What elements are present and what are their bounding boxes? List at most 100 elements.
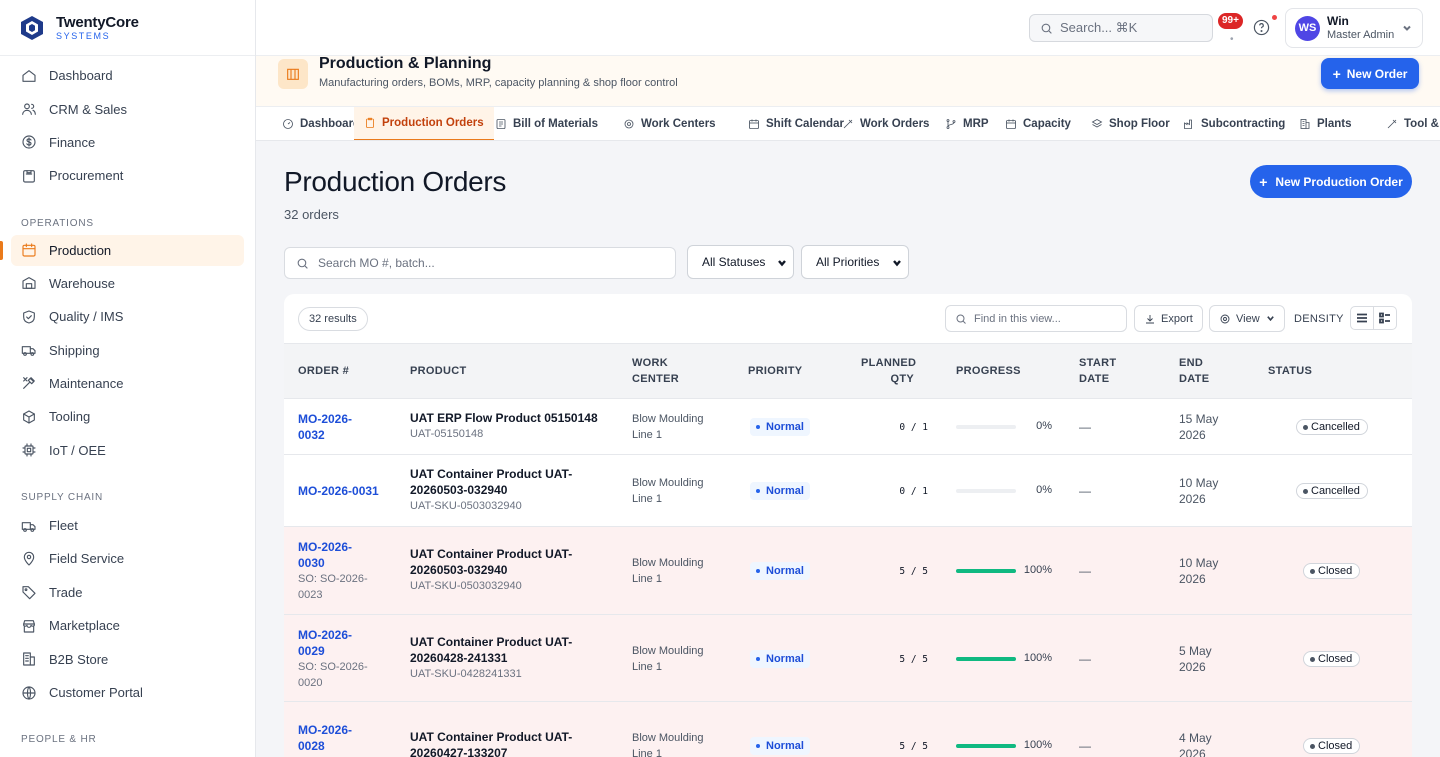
- module-header: Production & Planning Manufacturing orde…: [256, 55, 1440, 107]
- table-row[interactable]: MO-2026- 0029 SO: SO-2026- 0020 UAT Containe…: [284, 615, 1412, 702]
- order-number-link[interactable]: MO-2026-0031: [298, 483, 379, 499]
- tab-plants[interactable]: Plants: [1299, 107, 1352, 140]
- sidebar-section-title: SUPPLY CHAIN: [21, 491, 104, 503]
- logo[interactable]: TwentyCore SYSTEMS: [0, 0, 255, 56]
- calendar-icon: [22, 243, 36, 257]
- tab-work-orders[interactable]: Work Orders: [842, 107, 929, 140]
- sidebar-item-dashboard[interactable]: Dashboard: [0, 59, 255, 92]
- sidebar-item-quality-ims[interactable]: Quality / IMS: [0, 300, 255, 333]
- order-number-line1: MO-2026-: [298, 627, 353, 642]
- gear-icon: [1220, 314, 1230, 323]
- order-count: 32 orders: [284, 207, 339, 222]
- status-badge: Cancelled: [1296, 483, 1368, 499]
- tab-production-orders[interactable]: Production Orders: [354, 107, 494, 140]
- tab-shop-floor[interactable]: Shop Floor: [1091, 107, 1170, 140]
- sidebar-item-shipping[interactable]: Shipping: [0, 333, 255, 366]
- tab-mrp[interactable]: MRP: [945, 107, 989, 140]
- sidebar-item-maintenance[interactable]: Maintenance: [0, 367, 255, 400]
- col-order[interactable]: ORDER #: [298, 365, 349, 377]
- page-title: Production Orders: [284, 166, 507, 197]
- sidebar-item-b2b-store[interactable]: B2B Store: [0, 642, 255, 675]
- sidebar-item-marketplace[interactable]: Marketplace: [0, 609, 255, 642]
- order-number-link[interactable]: MO-2026- 0028: [298, 722, 368, 754]
- tab-label: Capacity: [1023, 118, 1071, 130]
- col-status[interactable]: STATUS: [1268, 365, 1313, 377]
- sidebar-item-production[interactable]: Production: [0, 234, 244, 266]
- tab-bill-of-materials[interactable]: Bill of Materials: [495, 107, 598, 140]
- end-date: 4 May 2026: [1179, 730, 1239, 757]
- notifications-button[interactable]: 99+ •: [1217, 12, 1248, 45]
- view-button[interactable]: View: [1209, 305, 1285, 332]
- end-date: 10 May 2026: [1179, 555, 1239, 587]
- sidebar-item-tooling[interactable]: Tooling: [0, 400, 255, 433]
- order-number-line2: 0028: [298, 739, 325, 753]
- order-number-line2: 0032: [298, 428, 325, 442]
- end-date-line1: 10 May: [1179, 476, 1219, 490]
- table-row[interactable]: MO-2026- 0030 SO: SO-2026- 0023 UAT Containe…: [284, 527, 1412, 615]
- order-number-link[interactable]: MO-2026- 0032: [298, 411, 352, 443]
- product-name-line1: UAT ERP Flow Product 05150148: [410, 411, 598, 425]
- sidebar-item-hr-payroll[interactable]: HR & Payroll: [0, 751, 255, 757]
- sidebar-item-label: Customer Portal: [49, 685, 143, 701]
- sidebar-item-field-service[interactable]: Field Service: [0, 542, 255, 575]
- factory-icon: [278, 59, 308, 89]
- col-work-center-line1: WORK: [632, 357, 669, 369]
- status-badge: Cancelled: [1296, 419, 1368, 435]
- product-sku: UAT-SKU-0503032940: [410, 580, 522, 592]
- table-row[interactable]: MO-2026-0028SO: SO-2026-UAT Container Pr…: [284, 702, 1412, 757]
- export-button[interactable]: Export: [1134, 305, 1203, 332]
- tab-capacity[interactable]: Capacity: [1005, 107, 1071, 140]
- global-search-input[interactable]: Search... ⌘K: [1029, 14, 1213, 42]
- wrench-icon: [1387, 119, 1397, 129]
- truck-icon: [21, 346, 36, 356]
- col-start-date[interactable]: START DATE: [1079, 355, 1116, 387]
- sidebar-item-trade[interactable]: Trade: [0, 576, 255, 609]
- order-search-input[interactable]: Search MO #, batch...: [284, 247, 676, 279]
- sidebar-item-customer-portal[interactable]: Customer Portal: [0, 676, 255, 709]
- end-date-line1: 4 May: [1179, 731, 1212, 745]
- sidebar-item-label: Fleet: [49, 518, 78, 534]
- new-production-order-button[interactable]: + New Production Order: [1250, 165, 1412, 198]
- table-row[interactable]: MO-2026-0031 UAT Container Product UAT- 20…: [284, 455, 1412, 527]
- new-order-button[interactable]: + New Order: [1321, 58, 1419, 89]
- end-date-line1: 10 May: [1179, 556, 1219, 570]
- find-in-view-input[interactable]: Find in this view...: [945, 305, 1127, 332]
- priority-filter-select[interactable]: All Priorities: [801, 245, 909, 279]
- order-number-link[interactable]: MO-2026- 0029: [298, 627, 368, 659]
- sidebar-item-finance[interactable]: Finance: [0, 126, 255, 159]
- download-icon: [1146, 314, 1154, 323]
- col-end-date[interactable]: END DATE: [1179, 355, 1209, 387]
- table-row[interactable]: MO-2026- 0032 UAT ERP Flow Product 0515014…: [284, 399, 1412, 455]
- order-number-link[interactable]: MO-2026- 0030: [298, 539, 368, 571]
- sidebar-item-crm-sales[interactable]: CRM & Sales: [0, 92, 255, 125]
- col-planned-qty[interactable]: PLANNED QTY: [861, 355, 917, 387]
- user-menu[interactable]: WS Win Master Admin: [1285, 8, 1423, 48]
- progress-bar: [956, 569, 1016, 573]
- sidebar-item-iot-oee[interactable]: IoT / OEE: [0, 434, 255, 467]
- notification-dot-icon: •: [1230, 34, 1234, 45]
- density-comfortable-button[interactable]: [1350, 306, 1374, 330]
- help-button[interactable]: [1253, 15, 1277, 37]
- col-planned-qty-line1: PLANNED: [861, 357, 917, 369]
- list-icon: [1357, 313, 1367, 323]
- tab-subcontracting[interactable]: Subcontracting: [1183, 107, 1286, 140]
- status-filter-select[interactable]: All Statuses: [687, 245, 794, 279]
- col-work-center[interactable]: WORK CENTER: [632, 355, 679, 387]
- col-progress[interactable]: PROGRESS: [956, 365, 1021, 377]
- sidebar-item-fleet[interactable]: Fleet: [0, 509, 255, 542]
- tab-work-centers[interactable]: Work Centers: [623, 107, 716, 140]
- density-compact-button[interactable]: [1373, 306, 1397, 330]
- col-priority[interactable]: PRIORITY: [748, 365, 803, 377]
- sidebar-item-procurement[interactable]: Procurement: [0, 159, 255, 192]
- tab-dashboard[interactable]: Dashboard: [282, 107, 360, 140]
- priority-badge: Normal: [750, 737, 810, 755]
- col-product[interactable]: PRODUCT: [410, 365, 467, 377]
- work-center-line1: Blow Moulding: [632, 477, 704, 489]
- sidebar-item-warehouse[interactable]: Warehouse: [0, 267, 255, 300]
- tab-label: Subcontracting: [1201, 118, 1286, 130]
- tab-tool-die[interactable]: Tool & Die: [1386, 107, 1440, 140]
- progress-bar: [956, 656, 1016, 661]
- tab-shift-calendar[interactable]: Shift Calendar: [748, 107, 844, 140]
- chevron-down-icon: [893, 260, 901, 267]
- work-center-line1: Blow Moulding: [632, 557, 704, 569]
